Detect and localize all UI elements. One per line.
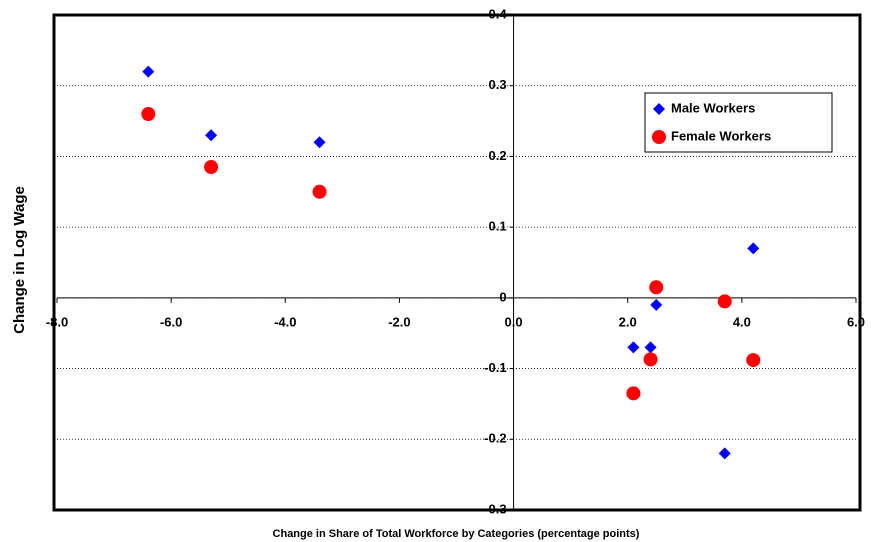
point	[312, 184, 327, 199]
legend-box	[644, 92, 833, 153]
y-axis-title: Change in Log Wage	[11, 186, 28, 334]
x-tick-label: 2.0	[619, 314, 637, 329]
x-tick-label: -8.0	[46, 314, 68, 329]
point	[204, 160, 219, 175]
legend: Male Workers Female Workers	[644, 92, 833, 153]
legend-label: Female Workers	[671, 128, 771, 143]
point	[627, 341, 640, 354]
point	[313, 136, 326, 149]
point	[142, 65, 155, 78]
y-tick-label: 0.3	[488, 77, 506, 92]
point	[649, 280, 664, 295]
y-tick-label: -0.1	[484, 360, 506, 375]
x-axis-title: Change in Share of Total Workforce by Ca…	[273, 528, 640, 540]
point	[626, 386, 641, 401]
point	[747, 242, 760, 255]
x-tick-label: -6.0	[160, 314, 182, 329]
legend-marker	[652, 130, 666, 144]
x-tick-label: -2.0	[388, 314, 410, 329]
point	[205, 129, 218, 142]
point	[717, 294, 732, 309]
point	[650, 298, 663, 311]
legend-label: Male Workers	[671, 100, 755, 115]
x-tick-label: -4.0	[274, 314, 296, 329]
point	[643, 352, 658, 367]
point	[746, 353, 761, 368]
point	[141, 107, 156, 121]
x-tick-label: 4.0	[733, 314, 751, 329]
x-tick-label: 6.0	[847, 314, 865, 329]
point	[644, 341, 657, 354]
point	[718, 447, 731, 460]
y-tick-label: 0	[499, 289, 506, 304]
y-tick-label: -0.2	[484, 431, 506, 446]
legend-marker	[653, 103, 665, 115]
y-tick-label: 0.1	[488, 219, 506, 234]
y-tick-label: 0.2	[488, 148, 506, 163]
plot-frame	[52, 13, 862, 512]
